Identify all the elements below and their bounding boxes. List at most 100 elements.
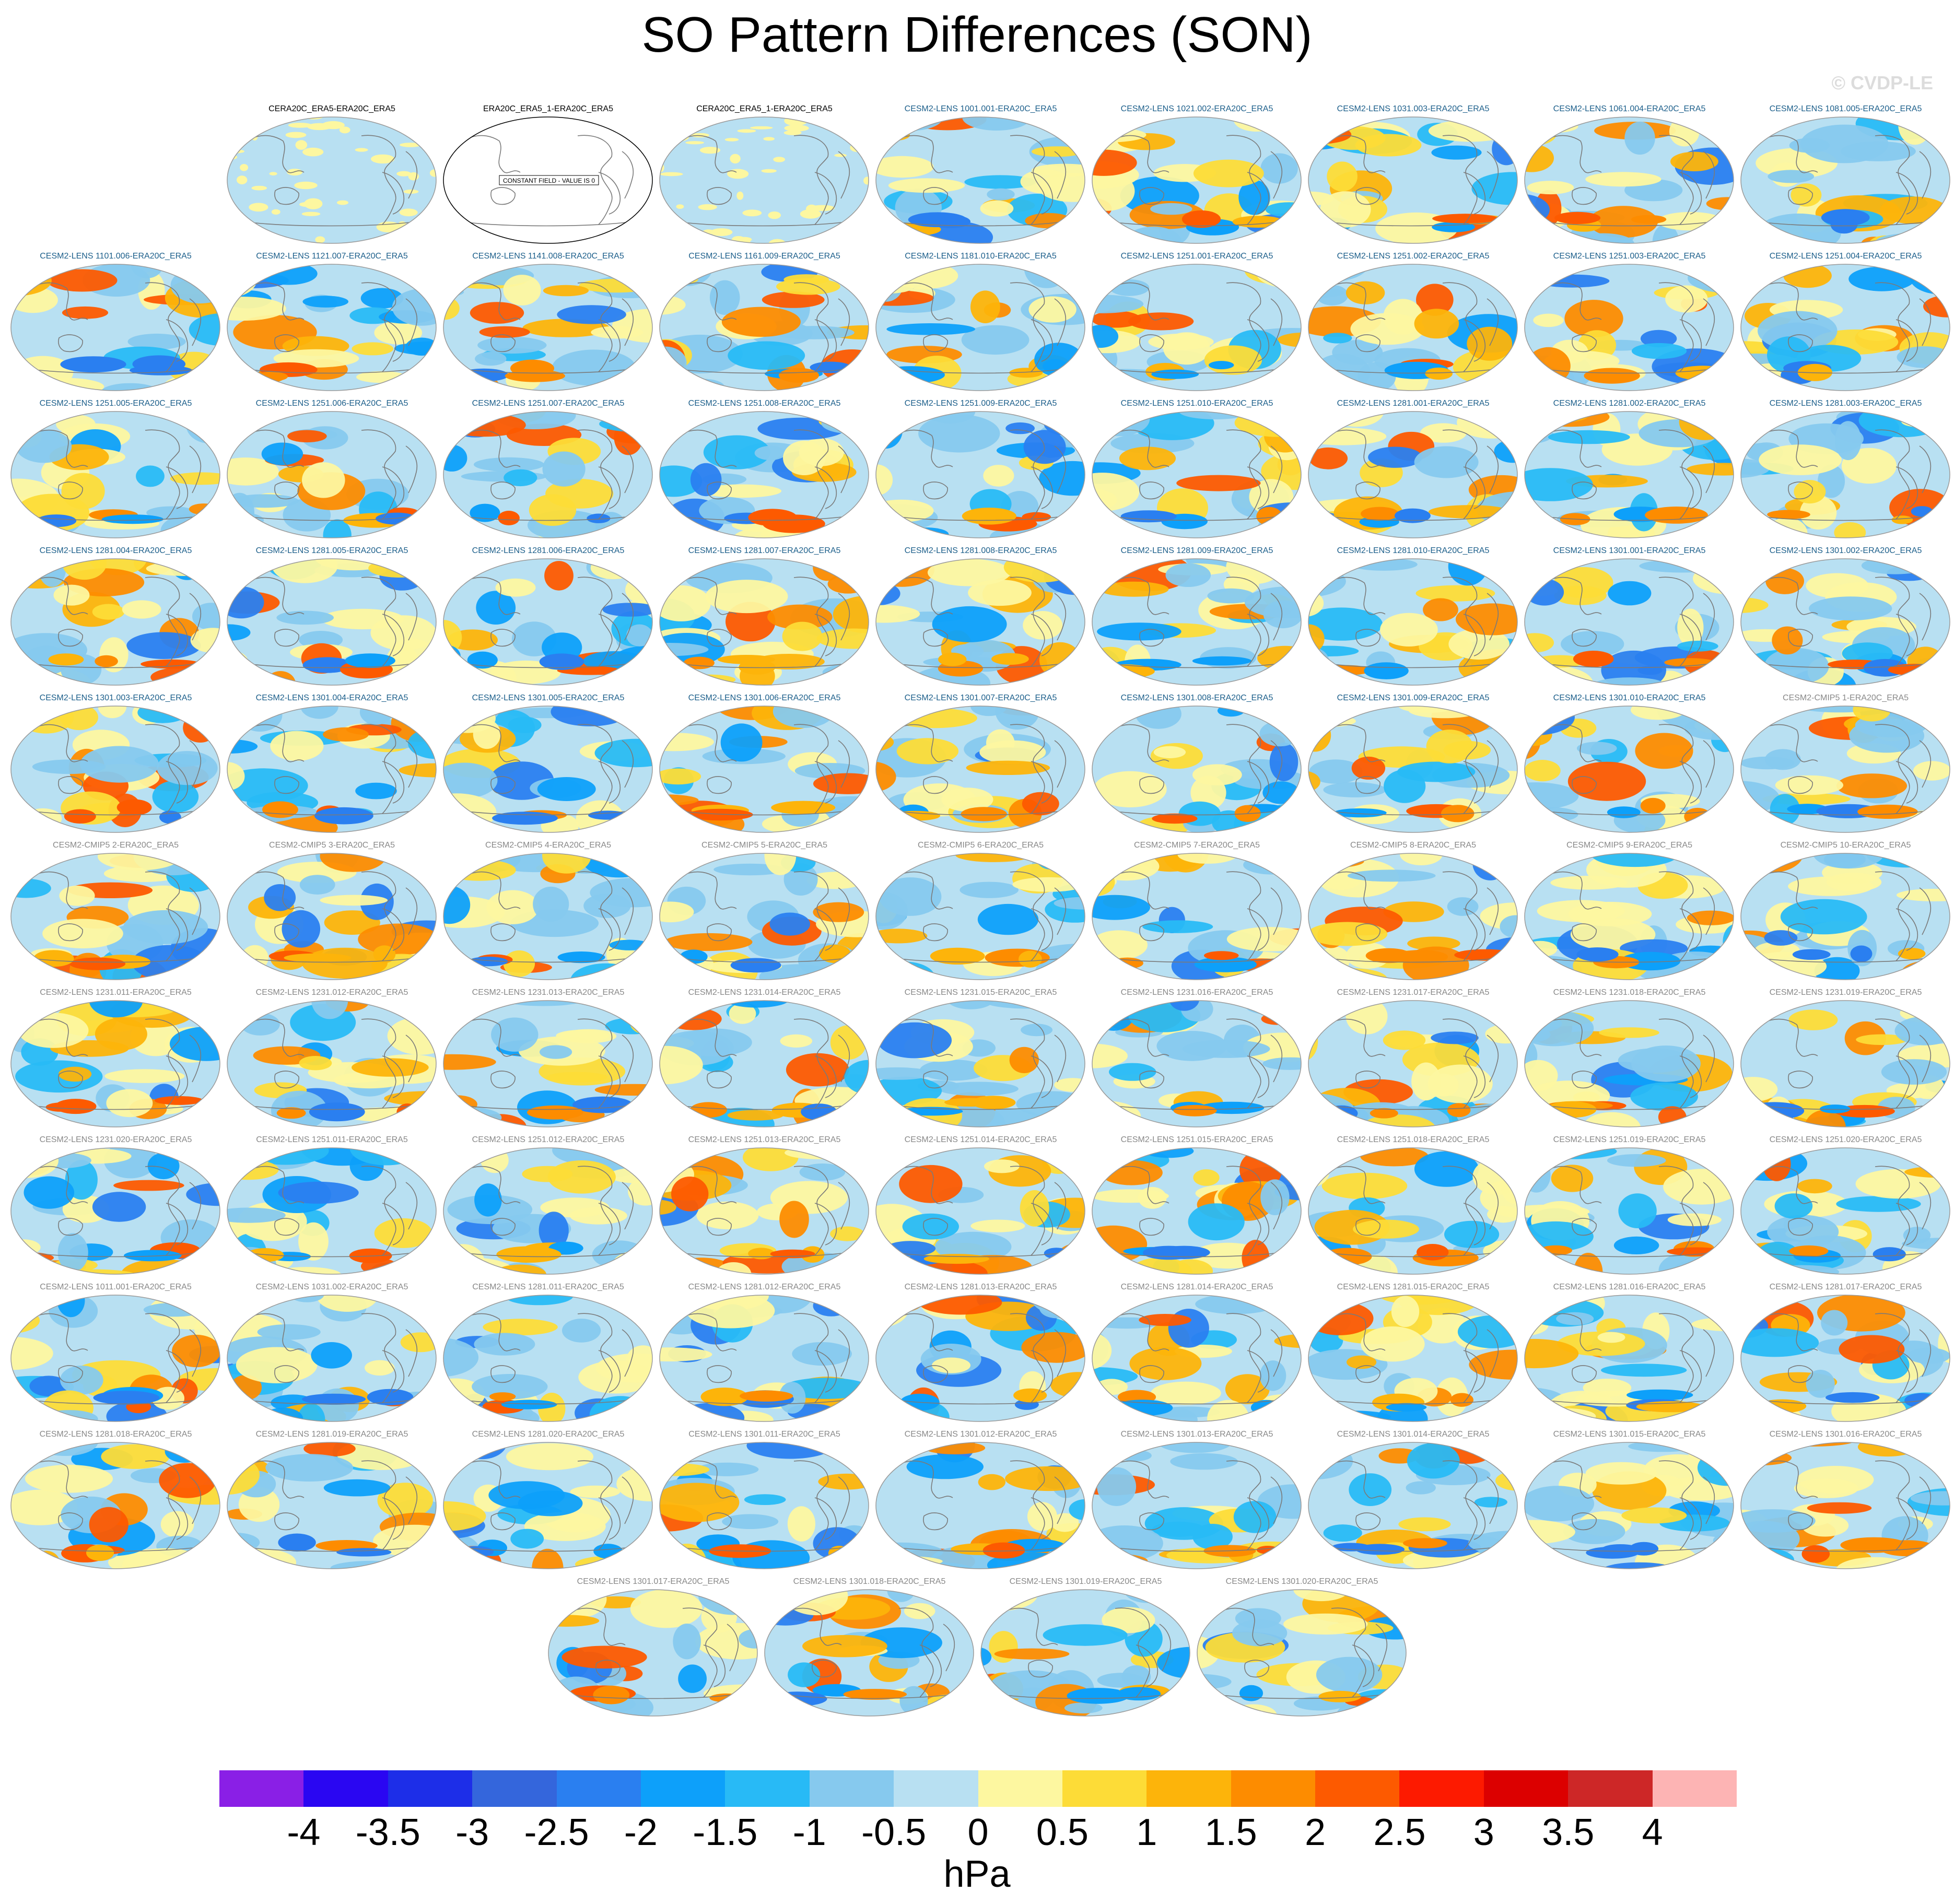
colorbar-box <box>1231 1770 1316 1807</box>
map-panel: CESM2-LENS 1251.002-ERA20C_ERA5 <box>1307 252 1519 393</box>
world-map <box>10 1442 220 1569</box>
map-panel-title: CESM2-CMIP5 5-ERA20C_ERA5 <box>701 841 827 850</box>
world-map <box>1308 1000 1518 1127</box>
map-panel-title: CESM2-LENS 1121.007-ERA20C_ERA5 <box>256 252 408 261</box>
map-panel-title: CESM2-LENS 1251.006-ERA20C_ERA5 <box>255 399 408 408</box>
map-panel-title: CESM2-CMIP5 9-ERA20C_ERA5 <box>1566 841 1692 850</box>
map-panel-title: CESM2-LENS 1281.004-ERA20C_ERA5 <box>39 546 192 555</box>
world-map <box>10 1295 220 1422</box>
map-panel-title: CESM2-LENS 1281.012-ERA20C_ERA5 <box>688 1283 841 1291</box>
world-map <box>1308 116 1518 244</box>
map-panel: CESM2-LENS 1301.014-ERA20C_ERA5 <box>1307 1430 1519 1571</box>
map-panel: CESM2-LENS 1281.003-ERA20C_ERA5 <box>1739 399 1952 540</box>
map-panel: ERA20C_ERA5_1-ERA20C_ERA5 CONSTANT FIELD … <box>442 104 654 245</box>
world-map <box>1524 264 1734 391</box>
map-panel-title: CESM2-LENS 1231.020-ERA20C_ERA5 <box>39 1135 192 1144</box>
map-panel: CESM2-LENS 1251.007-ERA20C_ERA5 <box>442 399 654 540</box>
map-panel-title: CESM2-LENS 1281.015-ERA20C_ERA5 <box>1337 1283 1490 1291</box>
map-panel-title: CESM2-LENS 1301.006-ERA20C_ERA5 <box>688 694 841 702</box>
world-map <box>1524 1147 1734 1275</box>
map-panel: CESM2-LENS 1281.018-ERA20C_ERA5 <box>9 1430 222 1571</box>
map-panel-title: CESM2-LENS 1181.010-ERA20C_ERA5 <box>905 252 1057 261</box>
colorbar-tick-label: -1.5 <box>693 1812 758 1853</box>
world-map <box>1092 706 1302 833</box>
map-panel: CESM2-LENS 1231.013-ERA20C_ERA5 <box>442 988 654 1129</box>
map-panel-title: CESM2-LENS 1251.002-ERA20C_ERA5 <box>1337 252 1490 261</box>
colorbar-box <box>303 1770 388 1807</box>
map-panel-title: CERA20C_ERA5_1-ERA20C_ERA5 <box>696 104 833 113</box>
map-panel: CESM2-LENS 1251.020-ERA20C_ERA5 <box>1739 1135 1952 1276</box>
map-panel: CERA20C_ERA5_1-ERA20C_ERA5 <box>658 104 871 245</box>
world-map <box>227 411 437 538</box>
world-map <box>1524 411 1734 538</box>
colorbar-tick-label: 0.5 <box>1036 1812 1089 1853</box>
world-map <box>1740 116 1950 244</box>
map-panel: CESM2-LENS 1301.002-ERA20C_ERA5 <box>1739 546 1952 687</box>
map-panel: CESM2-LENS 1031.003-ERA20C_ERA5 <box>1307 104 1519 245</box>
map-panel-title: CESM2-CMIP5 10-ERA20C_ERA5 <box>1780 841 1911 850</box>
map-panel-title: CESM2-LENS 1231.019-ERA20C_ERA5 <box>1769 988 1922 997</box>
map-panel-title: CESM2-LENS 1281.020-ERA20C_ERA5 <box>472 1430 625 1439</box>
colorbar-tick-label: -4 <box>287 1812 321 1853</box>
world-map <box>443 1295 653 1422</box>
world-map <box>659 853 869 980</box>
map-panel-title: CESM2-CMIP5 8-ERA20C_ERA5 <box>1350 841 1476 850</box>
map-panel: CESM2-LENS 1281.001-ERA20C_ERA5 <box>1307 399 1519 540</box>
map-panel: CESM2-LENS 1251.008-ERA20C_ERA5 <box>658 399 871 540</box>
map-panel-title: CESM2-LENS 1281.011-ERA20C_ERA5 <box>472 1283 624 1291</box>
map-panel-title: CESM2-LENS 1281.010-ERA20C_ERA5 <box>1337 546 1490 555</box>
page-title: SO Pattern Differences (SON) <box>641 7 1313 63</box>
world-map <box>659 264 869 391</box>
map-panel: CESM2-LENS 1181.010-ERA20C_ERA5 <box>874 252 1087 393</box>
map-panel: CESM2-LENS 1081.005-ERA20C_ERA5 <box>1739 104 1952 245</box>
colorbar-box <box>219 1770 304 1807</box>
world-map <box>1740 853 1950 980</box>
world-map <box>1092 1147 1302 1275</box>
map-panel: CESM2-LENS 1301.008-ERA20C_ERA5 <box>1091 694 1303 835</box>
colorbar-box <box>1568 1770 1653 1807</box>
map-panel: CESM2-CMIP5 5-ERA20C_ERA5 <box>658 841 871 982</box>
map-panel: CESM2-LENS 1231.020-ERA20C_ERA5 <box>9 1135 222 1276</box>
map-panel: CESM2-CMIP5 10-ERA20C_ERA5 <box>1739 841 1952 982</box>
world-map <box>1740 1442 1950 1569</box>
map-panel: CESM2-CMIP5 3-ERA20C_ERA5 <box>226 841 438 982</box>
map-panel-title: CESM2-LENS 1301.019-ERA20C_ERA5 <box>1009 1577 1162 1586</box>
map-panel-title: CESM2-LENS 1251.007-ERA20C_ERA5 <box>472 399 625 408</box>
world-map <box>1740 264 1950 391</box>
map-panel-title: CESM2-LENS 1251.003-ERA20C_ERA5 <box>1553 252 1706 261</box>
map-panel-title: CESM2-LENS 1301.007-ERA20C_ERA5 <box>904 694 1057 702</box>
world-map <box>659 411 869 538</box>
world-map <box>1092 264 1302 391</box>
map-panel: CESM2-LENS 1301.020-ERA20C_ERA5 <box>1196 1577 1408 1718</box>
map-panel: CESM2-LENS 1281.016-ERA20C_ERA5 <box>1523 1283 1736 1424</box>
map-panel: CESM2-LENS 1281.005-ERA20C_ERA5 <box>226 546 438 687</box>
map-panel-title: CESM2-LENS 1061.004-ERA20C_ERA5 <box>1553 104 1706 113</box>
map-panel-title: CESM2-LENS 1141.008-ERA20C_ERA5 <box>472 252 624 261</box>
map-panel-title: CESM2-LENS 1011.001-ERA20C_ERA5 <box>40 1283 192 1291</box>
map-panel: CESM2-LENS 1121.007-ERA20C_ERA5 <box>226 252 438 393</box>
map-panel-title: CESM2-LENS 1251.011-ERA20C_ERA5 <box>256 1135 408 1144</box>
world-map <box>1092 1442 1302 1569</box>
map-panel: CESM2-CMIP5 8-ERA20C_ERA5 <box>1307 841 1519 982</box>
map-panel: CESM2-LENS 1141.008-ERA20C_ERA5 <box>442 252 654 393</box>
map-panel-title: CESM2-LENS 1281.016-ERA20C_ERA5 <box>1553 1283 1706 1291</box>
world-map <box>980 1589 1190 1717</box>
map-panel-title: CESM2-LENS 1031.003-ERA20C_ERA5 <box>1337 104 1490 113</box>
map-panel-title: CESM2-LENS 1251.008-ERA20C_ERA5 <box>688 399 841 408</box>
map-panel-title: CESM2-LENS 1301.016-ERA20C_ERA5 <box>1769 1430 1922 1439</box>
map-panel-title: CESM2-LENS 1251.020-ERA20C_ERA5 <box>1769 1135 1922 1144</box>
map-panel: CESM2-LENS 1281.020-ERA20C_ERA5 <box>442 1430 654 1571</box>
map-panel-title: CESM2-LENS 1281.009-ERA20C_ERA5 <box>1120 546 1273 555</box>
map-panel: CESM2-CMIP5 9-ERA20C_ERA5 <box>1523 841 1736 982</box>
world-map <box>659 558 869 686</box>
map-panel-title: CESM2-LENS 1281.005-ERA20C_ERA5 <box>255 546 408 555</box>
map-panel-title: CESM2-LENS 1281.018-ERA20C_ERA5 <box>39 1430 192 1439</box>
map-panel-title: CESM2-LENS 1251.014-ERA20C_ERA5 <box>904 1135 1057 1144</box>
map-panel-title: CESM2-LENS 1231.013-ERA20C_ERA5 <box>472 988 625 997</box>
map-panel: CESM2-LENS 1251.003-ERA20C_ERA5 <box>1523 252 1736 393</box>
world-map <box>10 1000 220 1127</box>
world-map <box>875 706 1085 833</box>
map-panel: CESM2-LENS 1301.005-ERA20C_ERA5 <box>442 694 654 835</box>
world-map <box>1092 1295 1302 1422</box>
map-panel-title: CESM2-LENS 1301.014-ERA20C_ERA5 <box>1337 1430 1490 1439</box>
